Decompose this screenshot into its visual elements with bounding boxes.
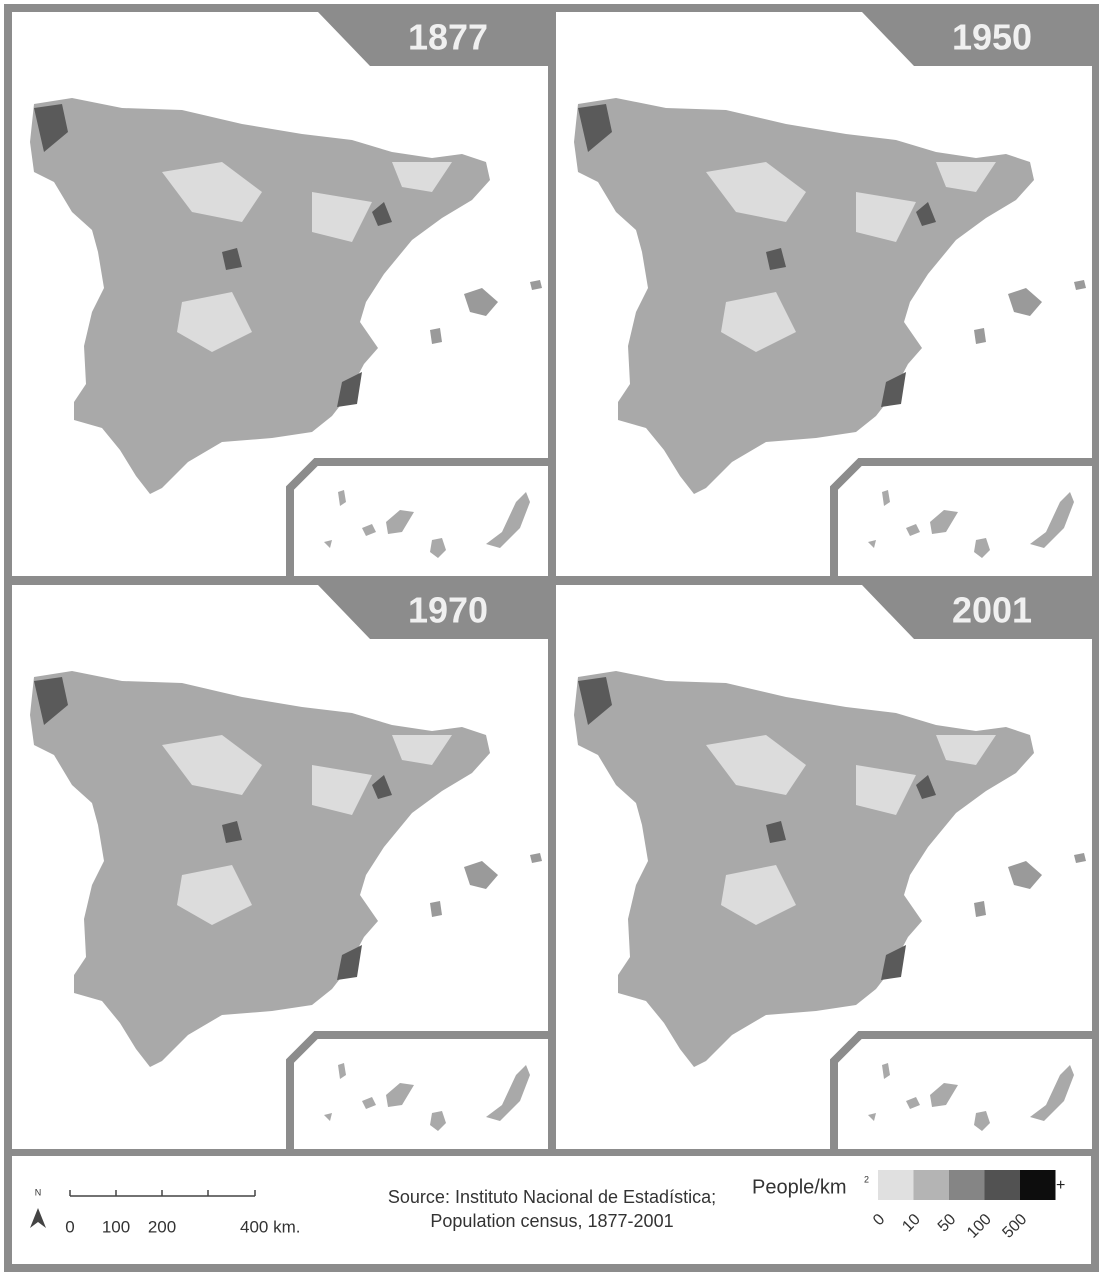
inset-border <box>830 1031 1092 1149</box>
inset-border <box>286 458 548 576</box>
legend-swatch <box>1020 1170 1056 1200</box>
title-tab <box>318 12 548 66</box>
title-tab <box>318 585 548 639</box>
legend-swatch <box>878 1170 914 1200</box>
north-label: N <box>35 1187 42 1197</box>
panel-title: 1877 <box>408 17 488 58</box>
north-arrow <box>30 1208 46 1228</box>
legend-swatch <box>913 1170 949 1200</box>
panel-title: 1950 <box>952 17 1032 58</box>
scale-label: 100 <box>102 1217 130 1236</box>
map-panel: 2001 <box>556 585 1092 1149</box>
legend-swatch <box>984 1170 1020 1200</box>
legend-overflow: + <box>1056 1177 1065 1194</box>
canary-inset <box>286 1031 548 1149</box>
title-tab <box>862 585 1092 639</box>
legend-title: People/km <box>752 1176 847 1198</box>
canary-inset <box>830 458 1092 576</box>
title-tab <box>862 12 1092 66</box>
map-panel: 1970 <box>12 585 548 1149</box>
legend-superscript: 2 <box>864 1174 869 1184</box>
panel-title: 2001 <box>952 590 1032 631</box>
scale-label: 200 <box>148 1217 176 1236</box>
scale-bar <box>69 1190 256 1197</box>
legend-swatch <box>949 1170 985 1200</box>
scale-label: 0 <box>65 1217 74 1236</box>
map-panel: 1877 <box>12 12 548 576</box>
map-panel: 1950 <box>556 12 1092 576</box>
scale-label: 400 km. <box>240 1217 300 1236</box>
inset-border <box>830 458 1092 576</box>
inset-border <box>286 1031 548 1149</box>
canary-inset <box>286 458 548 576</box>
canary-inset <box>830 1031 1092 1149</box>
source-line: Population census, 1877-2001 <box>430 1211 673 1231</box>
source-line: Source: Instituto Nacional de Estadístic… <box>388 1187 716 1207</box>
panel-title: 1970 <box>408 590 488 631</box>
